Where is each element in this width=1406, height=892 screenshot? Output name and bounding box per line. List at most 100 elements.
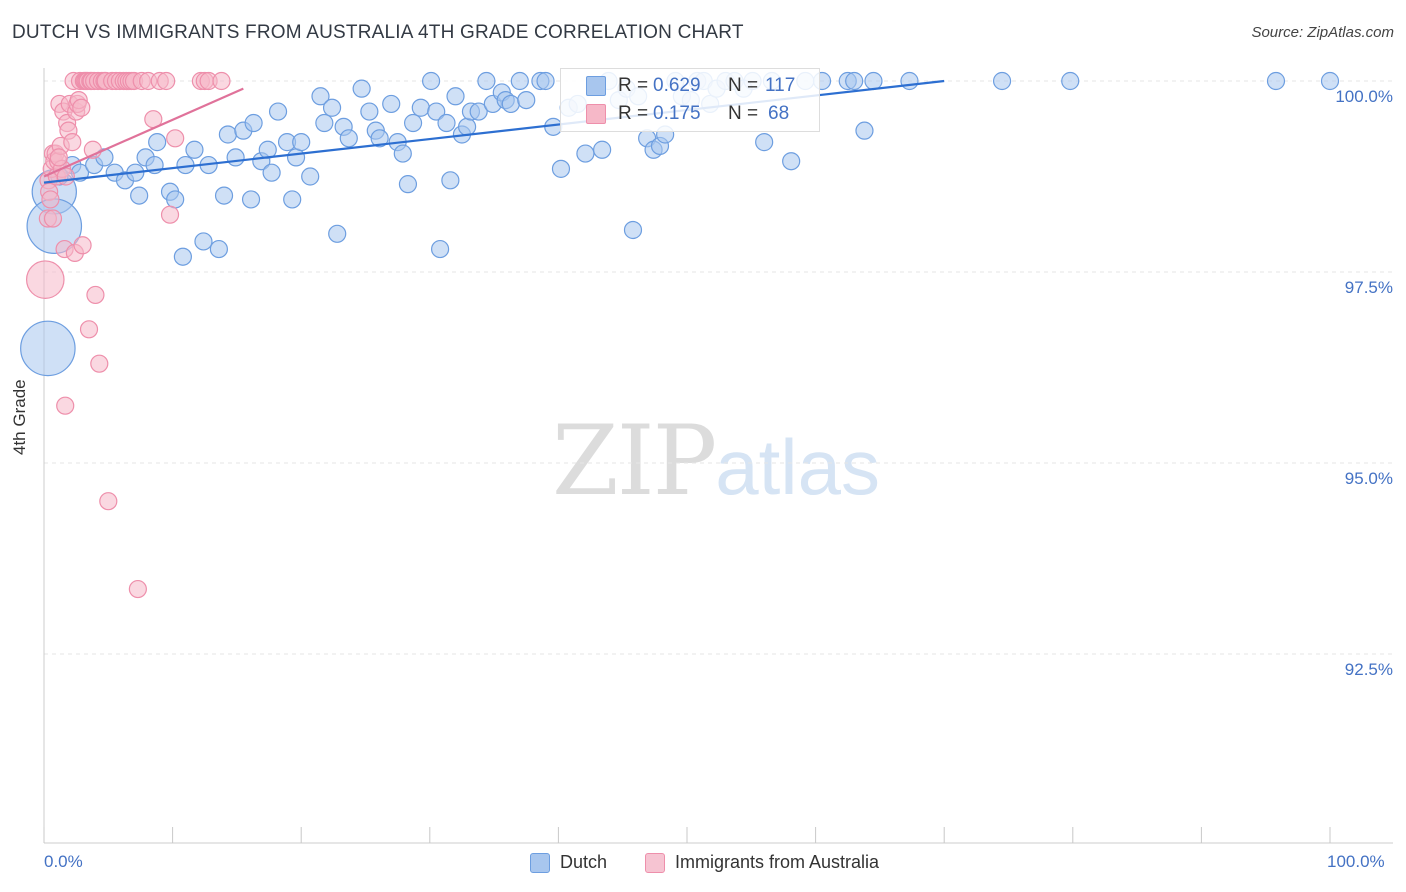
dutch-legend-swatch — [530, 852, 550, 873]
australia-point — [79, 320, 99, 339]
n-value: 117 — [765, 75, 796, 96]
dutch-point — [1266, 71, 1286, 91]
r-label: R = — [618, 103, 649, 124]
dutch-point — [283, 190, 302, 209]
dutch-point — [148, 133, 167, 152]
watermark: ZIPatlas — [552, 405, 880, 517]
dutch-point — [437, 113, 456, 133]
dutch-point — [214, 186, 234, 205]
australia-point — [160, 205, 180, 224]
dutch-point — [360, 102, 379, 121]
source-credit: Source: ZipAtlas.com — [1251, 24, 1394, 41]
dutch-point — [576, 144, 595, 163]
legend-label: Immigrants from Australia — [675, 852, 880, 872]
australia-point — [157, 71, 176, 91]
dutch-point — [536, 71, 555, 91]
dutch-point — [992, 71, 1012, 91]
dutch-point — [1320, 71, 1340, 91]
y-tick-label: 95.0% — [1344, 469, 1393, 488]
r-value: 0.629 — [653, 75, 701, 96]
dutch-point — [241, 190, 261, 209]
legend-row-australia: R = 0.175 N = 68 — [561, 99, 819, 129]
dutch-point — [446, 87, 465, 106]
n-value: 68 — [768, 103, 790, 124]
dutch-swatch — [586, 76, 606, 96]
legend-item-dutch[interactable]: Dutch — [530, 852, 607, 873]
dutch-point — [382, 94, 401, 114]
dutch-point — [477, 71, 496, 91]
dutch-point — [421, 71, 441, 91]
dutch-point — [411, 98, 430, 117]
dutch-point — [1061, 71, 1080, 91]
correlation-legend: R = 0.629 N = 117 R = 0.175 N = 68 — [560, 68, 820, 132]
australia-point — [25, 260, 65, 299]
dutch-point — [441, 171, 460, 190]
australia-legend-swatch — [645, 852, 665, 873]
australia-point — [63, 133, 82, 152]
australia-point — [212, 71, 231, 91]
dutch-point — [403, 113, 423, 133]
dutch-point — [510, 71, 529, 91]
y-axis-label: 4th Grade — [10, 379, 29, 455]
dutch-point — [166, 190, 185, 209]
australia-point — [99, 492, 118, 511]
australia-point — [86, 285, 105, 305]
legend-row-dutch: R = 0.629 N = 117 — [561, 71, 819, 101]
dutch-point — [209, 239, 228, 259]
y-tick-label: 92.5% — [1344, 660, 1393, 679]
australia-point — [90, 354, 109, 373]
dutch-point — [301, 167, 320, 186]
australia-swatch — [586, 104, 606, 124]
r-label: R = — [618, 75, 649, 96]
australia-point — [41, 190, 60, 209]
dutch-point — [268, 102, 288, 121]
dutch-point — [864, 71, 883, 91]
dutch-point — [311, 87, 330, 106]
y-tick-label: 97.5% — [1344, 278, 1393, 297]
watermark-zip: ZIP — [552, 405, 717, 517]
dutch-point — [398, 175, 418, 194]
dutch-point — [244, 113, 263, 133]
dutch-point — [262, 163, 281, 182]
watermark-atlas: atlas — [715, 423, 880, 511]
dutch-point — [551, 159, 571, 178]
dutch-point — [782, 152, 801, 171]
dutch-point — [315, 113, 334, 133]
dutch-point — [218, 125, 237, 144]
x-tick-min: 0.0% — [44, 852, 83, 871]
dutch-point — [185, 140, 204, 159]
dutch-point — [457, 117, 477, 136]
dutch-point — [130, 186, 149, 205]
r-value: 0.175 — [653, 103, 701, 124]
dutch-point — [173, 247, 192, 266]
dutch-point — [430, 239, 450, 259]
chart-title: DUTCH VS IMMIGRANTS FROM AUSTRALIA 4TH G… — [12, 22, 744, 43]
dutch-point — [292, 133, 311, 152]
dutch-point — [339, 129, 358, 148]
x-tick-max: 100.0% — [1327, 852, 1385, 871]
dutch-point — [900, 71, 919, 91]
n-label: N = — [728, 103, 759, 124]
australia-point — [43, 209, 63, 228]
legend-item-australia[interactable]: Immigrants from Australia — [645, 852, 879, 873]
dutch-point — [855, 121, 874, 140]
dutch-point — [501, 94, 520, 114]
dutch-point — [328, 224, 347, 243]
dutch-point — [469, 102, 488, 121]
australia-point — [56, 396, 75, 415]
dutch-point — [593, 140, 612, 159]
dutch-point — [393, 144, 412, 163]
australia-point — [73, 236, 92, 255]
dutch-point — [370, 129, 389, 148]
legend-label: Dutch — [560, 852, 608, 872]
dutch-point — [517, 90, 536, 110]
dutch-point — [194, 232, 213, 251]
australia-point — [166, 129, 185, 148]
australia-point — [49, 148, 68, 167]
n-label: N = — [728, 75, 759, 96]
dutch-point — [623, 220, 643, 240]
dutch-point — [845, 71, 864, 91]
australia-point — [128, 579, 147, 599]
dutch-point — [226, 148, 245, 167]
